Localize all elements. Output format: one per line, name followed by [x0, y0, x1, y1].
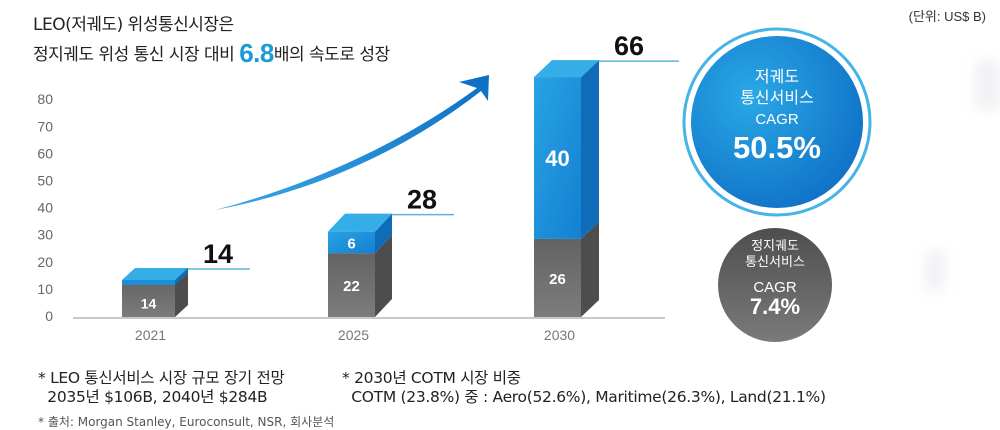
note-cotm-share: * 2030년 COTM 시장 비중 COTM (23.8%) 중 : Aero… — [342, 369, 826, 407]
headline-line-1: LEO(저궤도) 위성통신시장은 — [33, 15, 234, 35]
headline-suffix: 배의 속도로 성장 — [273, 45, 390, 65]
note-cotm-share-line1: * 2030년 COTM 시장 비중 — [342, 369, 521, 387]
background-decoration — [975, 60, 1000, 110]
x-tick-label: 2025 — [338, 327, 369, 343]
y-tick-label: 50 — [37, 173, 53, 189]
y-tick-label: 60 — [37, 145, 53, 161]
segment-label-gray: 26 — [549, 271, 566, 288]
y-tick-label: 10 — [37, 281, 53, 297]
segment-label-gray: 22 — [343, 278, 360, 295]
bar-top-band — [122, 279, 175, 285]
total-label: 28 — [407, 185, 437, 215]
leo-cagr-value: 50.5% — [733, 130, 821, 165]
bar-side-blue — [375, 213, 392, 254]
geo-cagr-value: 7.4% — [750, 294, 800, 319]
y-tick-label: 40 — [37, 200, 53, 216]
geo-cagr-line2: 통신서비스 — [745, 254, 805, 269]
headline-prefix: 정지궤도 위성 통신 시장 대비 — [33, 45, 240, 65]
y-tick-label: 30 — [37, 227, 53, 243]
x-tick-label: 2030 — [544, 327, 575, 343]
bar-2025: 22 6 28 2025 — [328, 185, 454, 343]
bar-segment-blue — [328, 231, 375, 254]
bar-side-blue — [581, 60, 599, 239]
leo-cagr-line3: CAGR — [755, 111, 799, 128]
y-tick-label: 70 — [37, 118, 53, 134]
leo-cagr-line2: 통신서비스 — [740, 89, 814, 107]
bar-segment-gray — [534, 238, 581, 317]
leo-cagr-line1: 저궤도 — [755, 68, 799, 86]
note-leo-outlook-line2: 2035년 $106B, 2040년 $284B — [38, 388, 268, 406]
geo-cagr-line1: 정지궤도 — [751, 238, 799, 253]
y-tick-label: 20 — [37, 254, 53, 270]
growth-arrow-icon — [215, 75, 489, 210]
note-leo-outlook-line1: * LEO 통신서비스 시장 규모 장기 전망 — [38, 369, 285, 387]
y-tick-label: 0 — [45, 308, 53, 324]
bar-segment-gray — [122, 279, 175, 317]
bar-top-face — [122, 267, 188, 280]
bar-segment-blue — [534, 77, 581, 239]
bar-top-face — [534, 60, 599, 78]
segment-label-blue: 6 — [347, 235, 355, 252]
note-cotm-share-line2: COTM (23.8%) 중 : Aero(52.6%), Maritime(2… — [342, 388, 826, 406]
segment-label-gray: 14 — [141, 295, 157, 311]
geo-cagr-line3: CAGR — [753, 279, 797, 296]
total-label: 66 — [614, 31, 644, 61]
leo-cagr-circle — [691, 36, 863, 208]
bar-side-gray — [581, 221, 599, 317]
bar-segment-gray — [328, 253, 375, 317]
background-decoration — [925, 250, 945, 290]
cagr-circle-ring — [682, 27, 872, 217]
bar-top-band-side — [175, 267, 188, 285]
x-tick-label: 2021 — [135, 327, 166, 343]
headline-multiplier: 6.8 — [239, 38, 274, 68]
bar-top-face — [328, 213, 392, 232]
y-tick-label: 80 — [37, 91, 53, 107]
bar-2021: 14 14 2021 — [122, 239, 250, 343]
bar-2030: 26 40 66 2030 — [534, 31, 679, 343]
total-label: 14 — [203, 239, 233, 269]
geo-cagr-circle — [718, 228, 832, 342]
unit-label: (단위: US$ B) — [908, 9, 986, 24]
bar-side-gray — [375, 235, 392, 317]
headline-line-2: 정지궤도 위성 통신 시장 대비 6.8배의 속도로 성장 — [33, 38, 390, 69]
source-note: * 출처: Morgan Stanley, Euroconsult, NSR, … — [38, 415, 335, 429]
segment-label-blue: 40 — [545, 146, 569, 171]
note-leo-outlook: * LEO 통신서비스 시장 규모 장기 전망 2035년 $106B, 204… — [38, 369, 285, 407]
